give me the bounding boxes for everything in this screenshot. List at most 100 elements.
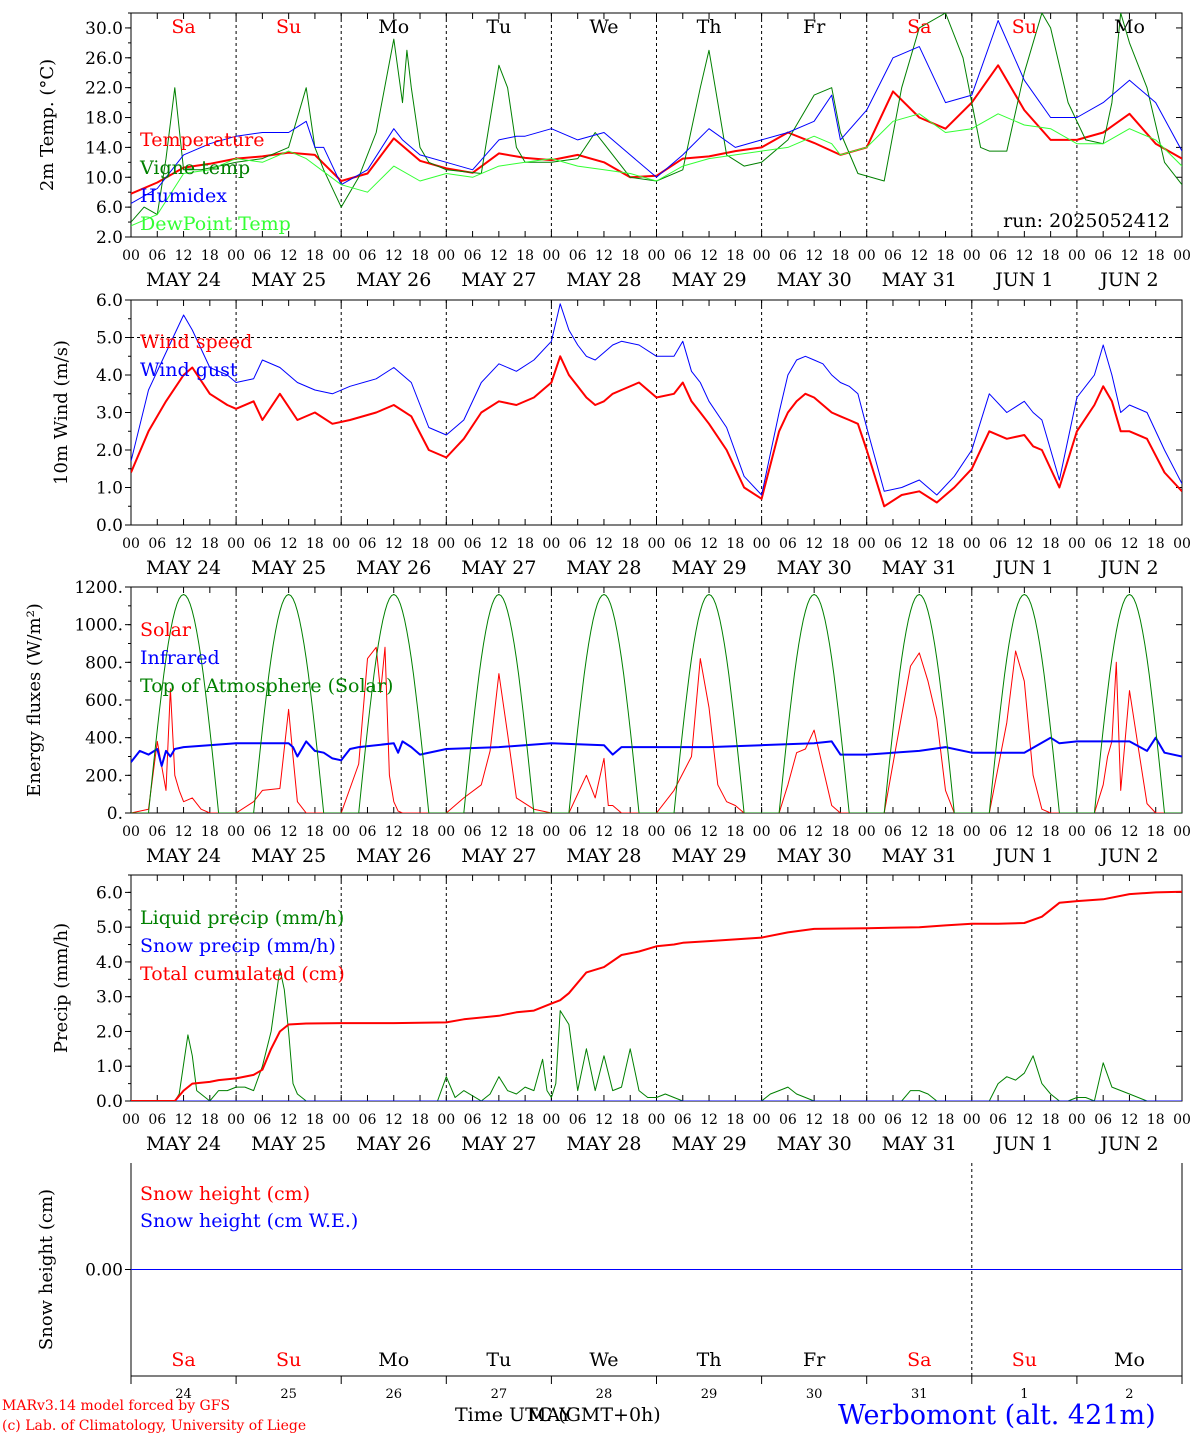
- date-label: MAY 25: [251, 269, 326, 291]
- hour-tick-label: 12: [1121, 248, 1139, 264]
- hour-tick-label: 12: [385, 248, 403, 264]
- y-tick-label: 1000.: [74, 616, 123, 636]
- y-tick-label: 0.0: [96, 1092, 123, 1112]
- y-tick-label: 6.0: [96, 883, 123, 903]
- hour-tick-label: 12: [910, 536, 928, 552]
- hour-tick-label: 06: [253, 248, 271, 264]
- y-tick-label: 2.0: [96, 1022, 123, 1042]
- legend-entry: Humidex: [140, 185, 227, 207]
- series-line: [131, 646, 1182, 813]
- y-axis-label: 10m Wind (m/s): [51, 340, 72, 485]
- hour-tick-label: 00: [858, 1112, 876, 1128]
- hour-tick-label: 18: [411, 824, 429, 840]
- hour-tick-label: 18: [1147, 248, 1165, 264]
- hour-tick-label: 06: [569, 1112, 587, 1128]
- run-label: run: 2025052412: [1003, 210, 1170, 232]
- hour-tick-label: 00: [332, 824, 350, 840]
- hour-tick-label: 00: [963, 536, 981, 552]
- hour-tick-label: 00: [1068, 248, 1086, 264]
- hour-tick-label: 00: [227, 824, 245, 840]
- hour-tick-label: 00: [858, 248, 876, 264]
- date-label: JUN 1: [993, 1133, 1053, 1155]
- weekday-label: Tu: [486, 1349, 511, 1371]
- hour-tick-label: 06: [569, 536, 587, 552]
- date-label: MAY 29: [671, 557, 746, 579]
- hour-tick-label: 06: [989, 536, 1007, 552]
- date-label: JUN 2: [1098, 557, 1158, 579]
- date-label: MAY 30: [777, 557, 852, 579]
- series-line: [131, 594, 1182, 813]
- y-tick-label: 4.0: [96, 366, 123, 386]
- y-tick-label: 400.: [85, 729, 123, 749]
- legend-entry: Top of Atmosphere (Solar): [140, 675, 393, 697]
- hour-tick-label: 18: [411, 1112, 429, 1128]
- hour-tick-label: 06: [148, 248, 166, 264]
- date-label: MAY 31: [882, 269, 957, 291]
- day-number-label: 1: [1020, 1387, 1028, 1402]
- legend-entry: Solar: [140, 619, 192, 641]
- hour-tick-label: 18: [201, 536, 219, 552]
- hour-tick-label: 12: [910, 248, 928, 264]
- hour-tick-label: 00: [227, 536, 245, 552]
- hour-tick-label: 18: [201, 248, 219, 264]
- hour-tick-label: 06: [359, 1112, 377, 1128]
- station-name: Werbomont (alt. 421m): [838, 1400, 1156, 1431]
- hour-tick-label: 12: [175, 536, 193, 552]
- hour-tick-label: 06: [569, 824, 587, 840]
- hour-tick-label: 00: [332, 1112, 350, 1128]
- credit-line-1: MARv3.14 model forced by GFS: [2, 1398, 231, 1414]
- y-tick-label: 0.00: [85, 1261, 123, 1281]
- y-tick-label: 22.0: [85, 79, 123, 99]
- day-number-label: 28: [596, 1387, 613, 1402]
- weekday-label: We: [589, 1349, 618, 1371]
- hour-tick-label: 12: [805, 1112, 823, 1128]
- day-number-label: 26: [385, 1387, 402, 1402]
- hour-tick-label: 00: [542, 1112, 560, 1128]
- hour-tick-label: 00: [1173, 536, 1191, 552]
- hour-tick-label: 06: [148, 536, 166, 552]
- y-tick-label: 800.: [85, 653, 123, 673]
- y-tick-label: 1.0: [96, 1057, 123, 1077]
- hour-tick-label: 00: [1173, 248, 1191, 264]
- hour-tick-label: 00: [122, 824, 140, 840]
- series-line: [131, 890, 1182, 1101]
- date-label: MAY 29: [671, 269, 746, 291]
- hour-tick-label: 00: [963, 1112, 981, 1128]
- series-line: [131, 113, 1182, 227]
- hour-tick-label: 18: [1042, 1112, 1060, 1128]
- hour-tick-label: 00: [437, 248, 455, 264]
- hour-tick-label: 18: [937, 536, 955, 552]
- hour-tick-label: 12: [1015, 248, 1033, 264]
- hour-tick-label: 18: [411, 248, 429, 264]
- hour-tick-label: 18: [516, 1112, 534, 1128]
- hour-tick-label: 12: [1121, 536, 1139, 552]
- legend-entry: Total cumulated (cm): [140, 963, 345, 985]
- hour-tick-label: 12: [1015, 824, 1033, 840]
- y-tick-label: 2.0: [96, 228, 123, 248]
- date-label: MAY 26: [356, 269, 431, 291]
- weekday-label: Mo: [378, 1349, 409, 1371]
- series-line: [131, 20, 1182, 204]
- hour-tick-label: 00: [753, 1112, 771, 1128]
- hour-tick-label: 06: [779, 248, 797, 264]
- day-number-label: 27: [491, 1387, 508, 1402]
- hour-tick-label: 06: [779, 1112, 797, 1128]
- date-label: MAY 29: [671, 845, 746, 867]
- hour-tick-label: 12: [175, 1112, 193, 1128]
- date-label: MAY 30: [777, 269, 852, 291]
- weekday-label: We: [589, 16, 618, 38]
- hour-tick-label: 18: [306, 1112, 324, 1128]
- hour-tick-label: 18: [726, 1112, 744, 1128]
- legend-entry: Snow height (cm): [140, 1183, 310, 1205]
- date-label: MAY 24: [146, 269, 221, 291]
- hour-tick-label: 12: [280, 536, 298, 552]
- hour-tick-label: 06: [674, 248, 692, 264]
- legend-entry: Infrared: [140, 647, 220, 669]
- hour-tick-label: 00: [648, 248, 666, 264]
- date-label: JUN 1: [993, 557, 1053, 579]
- hour-tick-label: 06: [989, 248, 1007, 264]
- hour-tick-label: 00: [753, 248, 771, 264]
- hour-tick-label: 18: [1042, 824, 1060, 840]
- date-label: MAY 28: [566, 1133, 641, 1155]
